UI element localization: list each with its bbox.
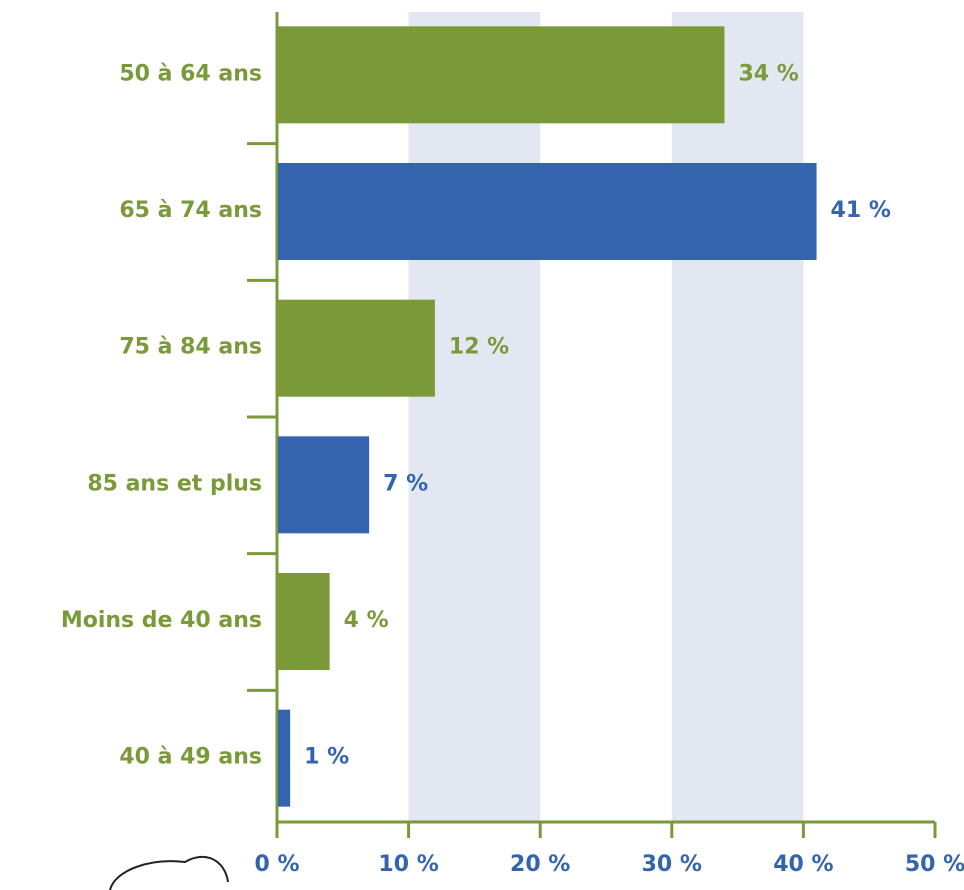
x-tick-label: 30 %	[642, 852, 702, 877]
category-label: 40 à 49 ans	[119, 745, 262, 770]
value-label: 34 %	[738, 61, 798, 86]
value-label: 4 %	[344, 608, 389, 633]
value-label: 1 %	[304, 745, 349, 770]
category-label: 50 à 64 ans	[119, 61, 262, 86]
value-label: 41 %	[831, 198, 891, 223]
x-tick-label: 50 %	[905, 852, 964, 877]
x-tick-label: 20 %	[510, 852, 570, 877]
bar	[278, 436, 370, 534]
bar	[278, 163, 817, 260]
x-tick-label: 40 %	[773, 852, 833, 877]
doodle	[109, 855, 229, 890]
x-tick-label: 10 %	[378, 852, 438, 877]
category-label: 85 ans et plus	[87, 471, 262, 496]
grid-band	[408, 12, 541, 822]
x-tick-label: 0 %	[254, 852, 299, 877]
value-label: 12 %	[449, 335, 509, 360]
category-label: 75 à 84 ans	[119, 335, 262, 360]
bar	[278, 26, 725, 124]
bar	[278, 709, 291, 807]
bar	[278, 299, 435, 397]
category-label: 65 à 74 ans	[119, 198, 262, 223]
bar	[278, 573, 330, 670]
grid-band	[671, 12, 804, 822]
value-label: 7 %	[383, 471, 428, 496]
category-label: Moins de 40 ans	[61, 608, 262, 633]
